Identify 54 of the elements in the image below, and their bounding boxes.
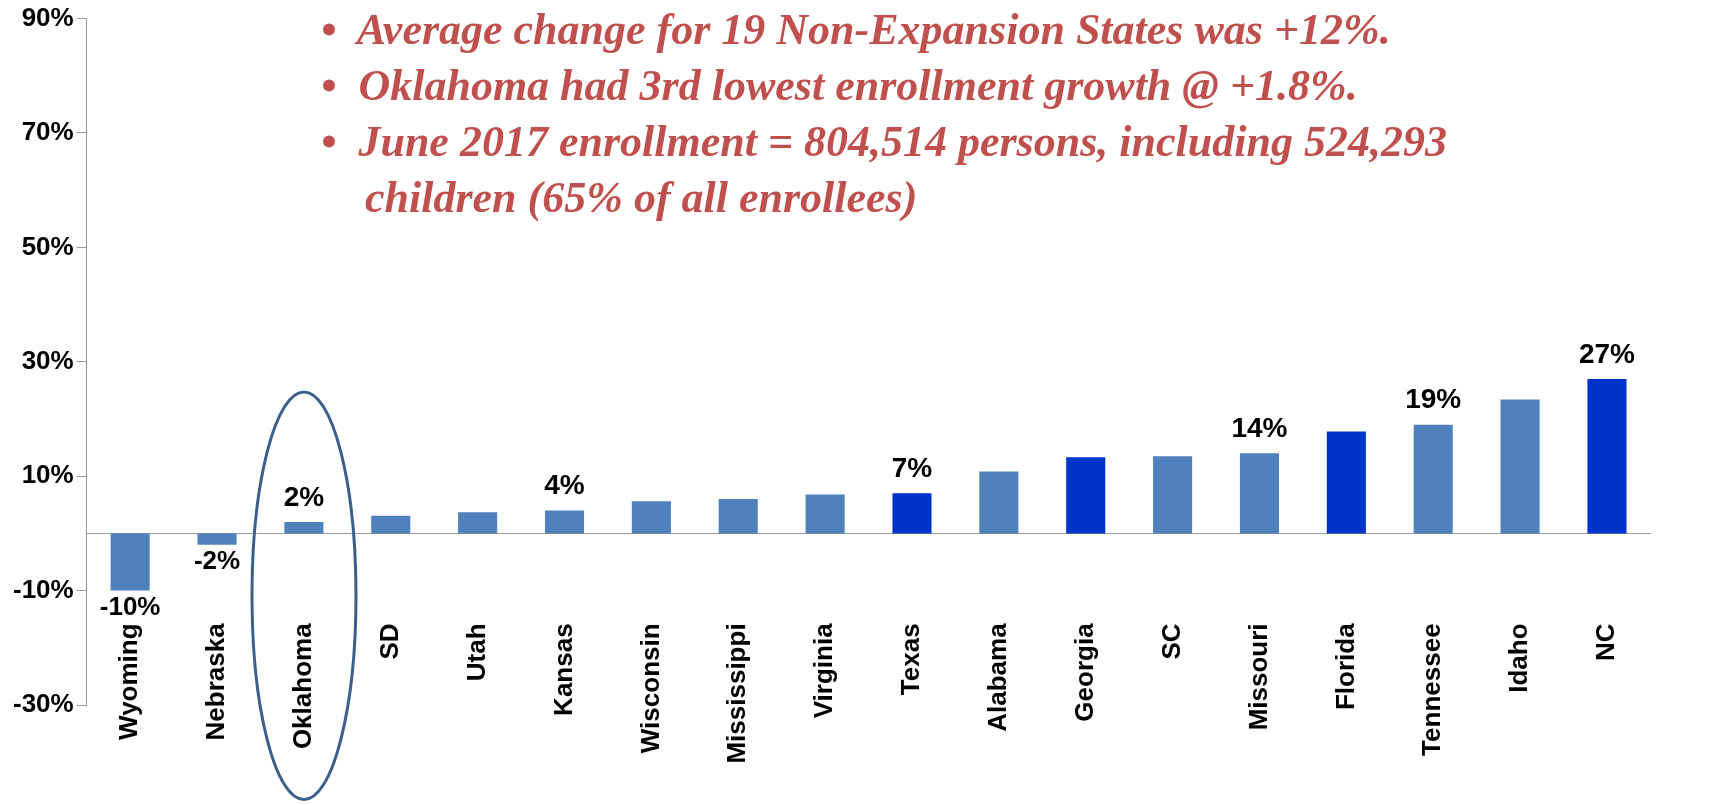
data-label: 27% xyxy=(1578,337,1636,369)
bar xyxy=(718,499,758,534)
bar xyxy=(1413,424,1453,534)
bar xyxy=(979,471,1019,534)
bar xyxy=(1066,457,1106,534)
x-tick-label: SD xyxy=(373,623,404,660)
y-tick-label: -30% xyxy=(12,688,74,719)
y-tick-label: 90% xyxy=(21,1,74,32)
x-tick-label: Florida xyxy=(1329,622,1360,711)
x-tick-label: Nebraska xyxy=(200,622,231,741)
x-tick-label: Georgia xyxy=(1068,622,1099,722)
y-tick-label: -10% xyxy=(12,573,74,604)
bar xyxy=(1587,378,1627,534)
bar xyxy=(631,501,671,534)
bar xyxy=(1500,399,1540,534)
x-tick-label: Utah xyxy=(460,623,491,682)
bar xyxy=(458,512,498,534)
bar xyxy=(197,533,237,545)
annotation: • June 2017 enrollment = 804,514 persons, including 524,293 children (65% of all enrollees) xyxy=(321,116,1448,224)
x-tick-label: Texas xyxy=(895,623,926,696)
data-label: 4% xyxy=(544,469,585,501)
data-label: 14% xyxy=(1231,412,1288,444)
x-tick-label: Mississippi xyxy=(721,623,752,764)
x-tick-label: Kansas xyxy=(547,623,578,716)
bar xyxy=(544,510,585,534)
data-label: -2% xyxy=(193,545,241,576)
y-tick-label: 50% xyxy=(21,230,74,261)
data-label: -10% xyxy=(99,590,161,621)
bar xyxy=(892,493,932,534)
x-tick-label: Alabama xyxy=(982,622,1013,732)
data-label: 7% xyxy=(891,452,933,484)
y-tick-label: 10% xyxy=(21,459,74,490)
y-tick-label: 70% xyxy=(21,116,74,147)
x-tick-label: Tennessee xyxy=(1416,623,1447,756)
bar xyxy=(284,521,324,534)
bar xyxy=(371,515,411,534)
bar xyxy=(1326,431,1366,534)
data-label: 19% xyxy=(1405,383,1462,415)
x-tick-label: Idaho xyxy=(1503,623,1534,693)
bar xyxy=(805,494,845,534)
x-tick-label: SC xyxy=(1155,623,1186,660)
bar xyxy=(1239,453,1280,534)
bar xyxy=(110,533,150,591)
annotation: • Average change for 19 Non-Expansion States was +12%. xyxy=(321,4,1392,56)
x-tick-label: NC xyxy=(1590,623,1621,661)
x-tick-label: Oklahoma xyxy=(287,622,318,750)
y-tick-label: 30% xyxy=(21,344,74,375)
data-label: 2% xyxy=(283,480,325,512)
x-tick-label: Virginia xyxy=(808,622,839,719)
annotation: • Oklahoma had 3rd lowest enrollment growth @ +1.8%. xyxy=(321,60,1359,112)
x-tick-label: Wyoming xyxy=(113,623,144,740)
bar xyxy=(1153,456,1193,534)
x-tick-label: Missouri xyxy=(1242,623,1273,731)
x-tick-label: Wisconsin xyxy=(634,623,665,754)
